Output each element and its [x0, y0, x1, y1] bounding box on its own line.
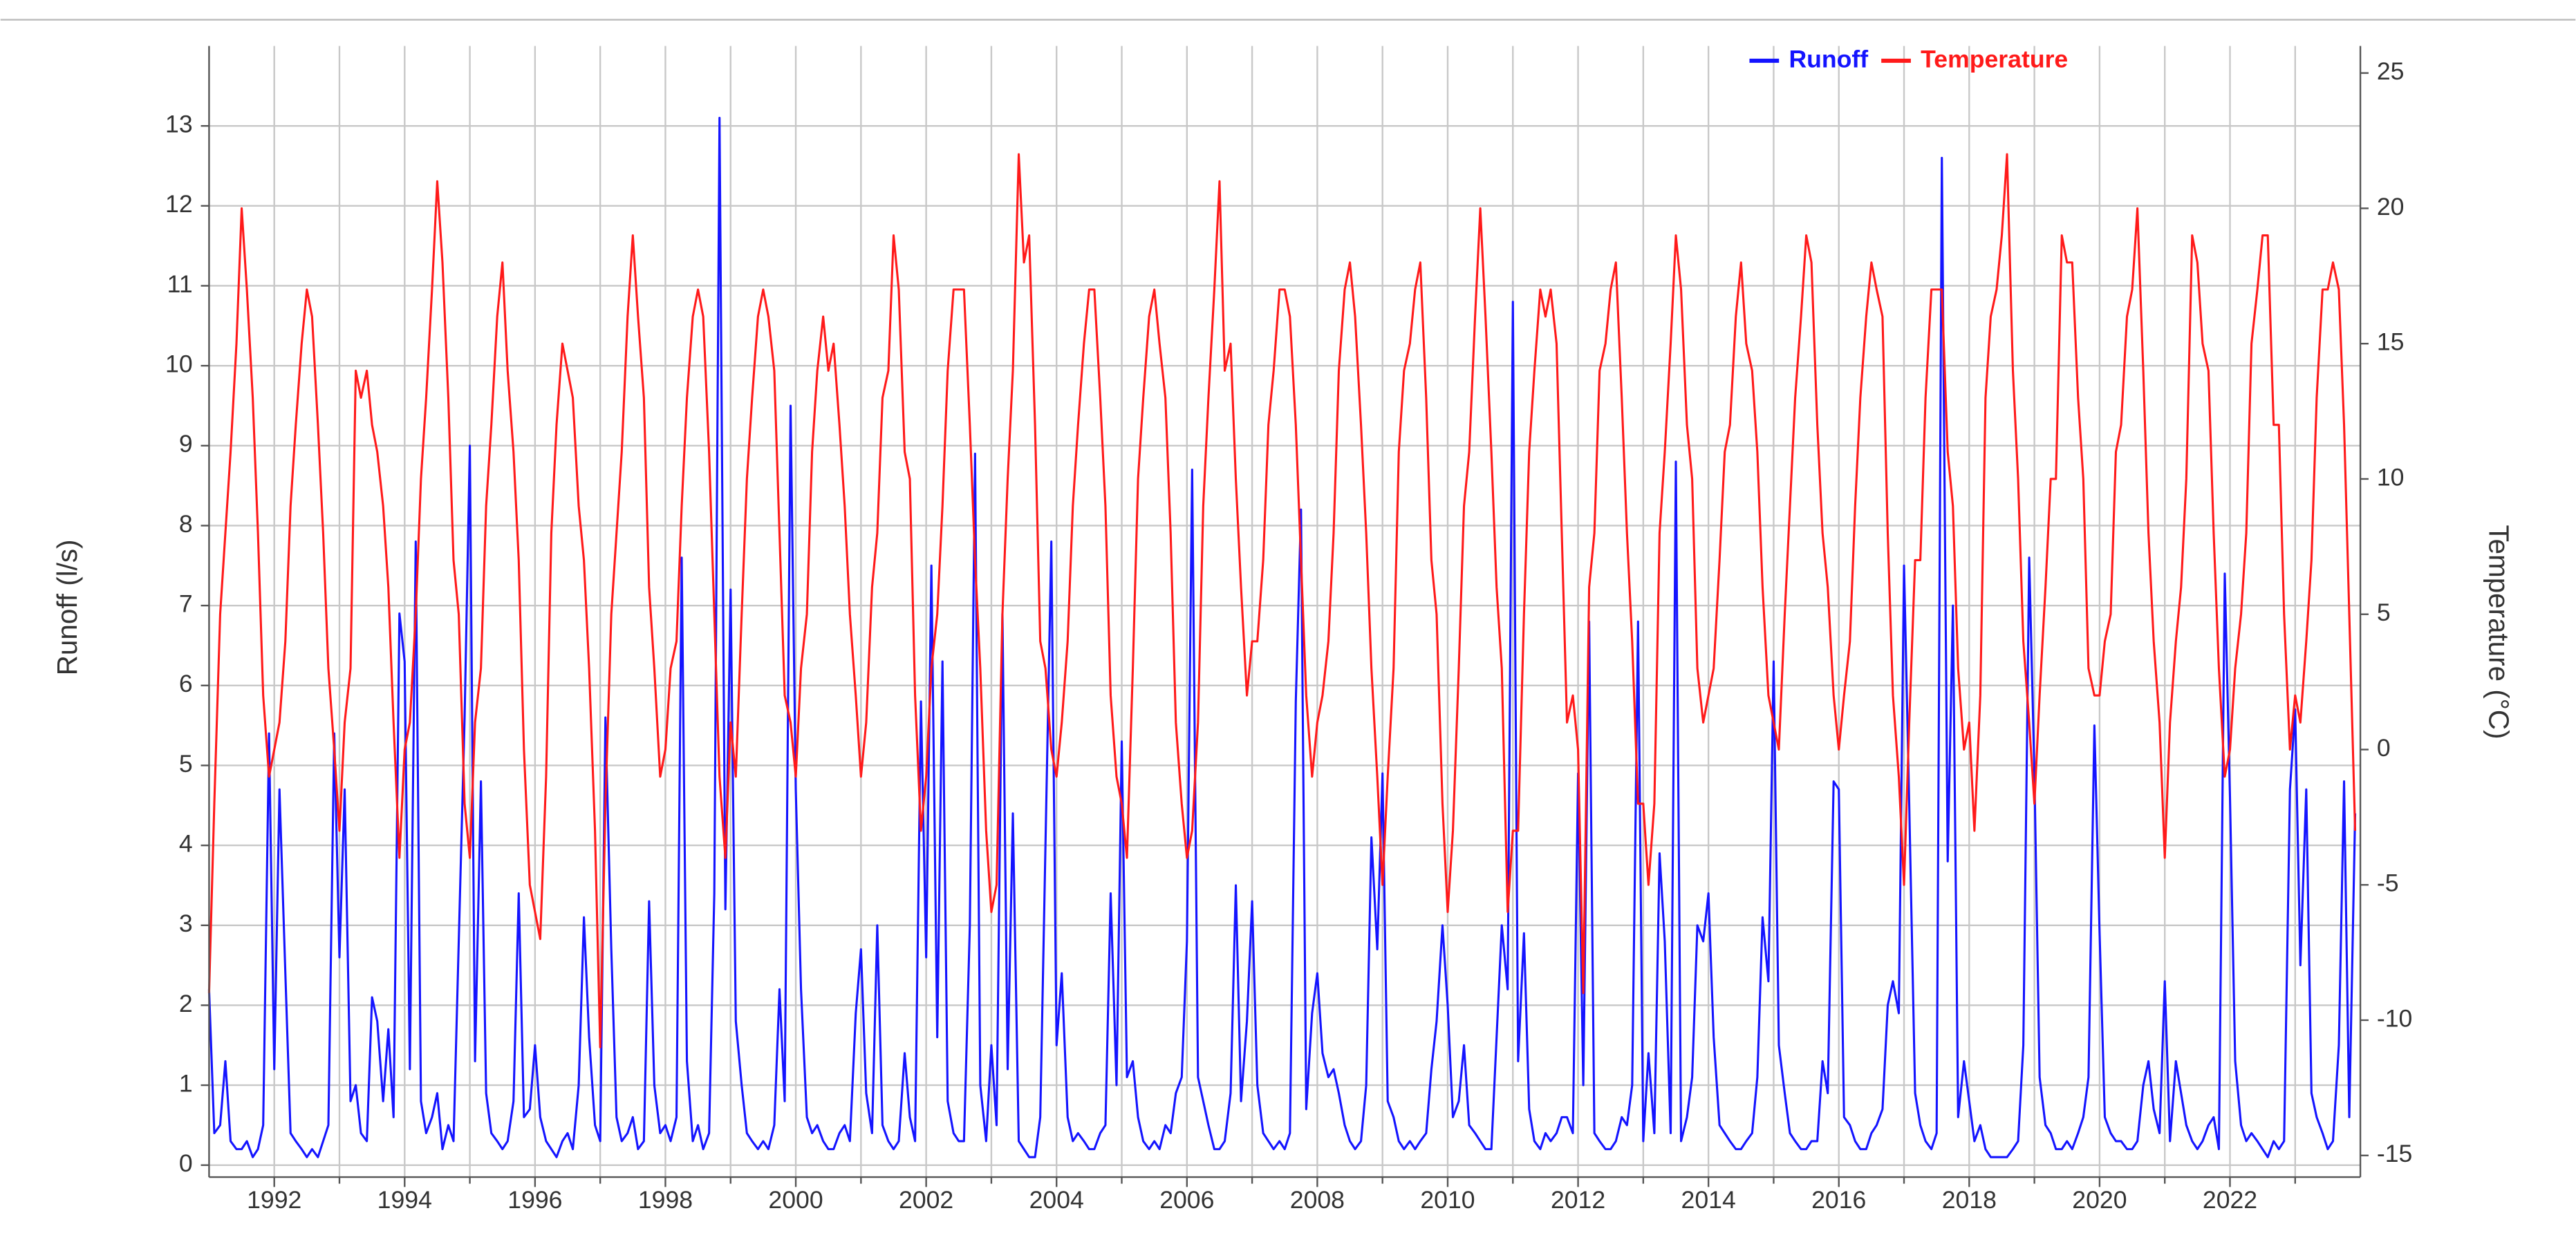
y-axis-title: Runoff (l/s)	[51, 540, 83, 676]
plot-lines	[207, 117, 2357, 1158]
y-tick-label: 2	[179, 990, 193, 1017]
legend-label: Temperature	[1921, 45, 2068, 73]
y2-tick-label: -15	[2377, 1140, 2412, 1167]
y-tick-label: 0	[179, 1149, 193, 1177]
x-tick-label: 2014	[1681, 1186, 1736, 1214]
y-tick-label: 12	[165, 190, 193, 218]
x-tick-label: 1996	[507, 1186, 562, 1214]
x-tick-label: 2004	[1029, 1186, 1084, 1214]
y-tick-label: 9	[179, 430, 193, 458]
y-tick-label: 11	[167, 270, 193, 298]
y-tick-label: 4	[179, 830, 193, 858]
legend: Runoff Temperature	[1749, 45, 2068, 73]
y-tick-label: 1	[179, 1070, 193, 1098]
y2-tick-label: -10	[2377, 1004, 2412, 1032]
x-tick-label: 2022	[2203, 1186, 2257, 1214]
y2-tick-label: -5	[2377, 869, 2399, 897]
x-tick-label: 2006	[1159, 1186, 1214, 1214]
x-tick-label: 2002	[899, 1186, 953, 1214]
y2-tick-label: 0	[2377, 734, 2391, 762]
data-line	[207, 153, 2357, 1048]
x-tick-label: 1992	[247, 1186, 301, 1214]
y2-tick-label: 25	[2377, 57, 2405, 85]
y2-axis-title: Temperature (°C)	[2483, 525, 2515, 739]
y-tick-label: 13	[165, 111, 193, 138]
y2-tick-label: 10	[2377, 463, 2405, 491]
y-tick-label: 6	[179, 670, 193, 697]
x-tick-label: 2008	[1290, 1186, 1345, 1214]
y-tick-label: 7	[179, 590, 193, 618]
y-tick-label: 5	[179, 750, 193, 778]
x-tick-label: 2020	[2072, 1186, 2127, 1214]
y2-tick-label: 15	[2377, 328, 2405, 356]
x-tick-label: 2010	[1420, 1186, 1475, 1214]
y-tick-label: 8	[179, 510, 193, 538]
y-tick-label: 3	[179, 910, 193, 937]
legend-label: Runoff	[1789, 45, 1868, 73]
x-tick-label: 1994	[377, 1186, 432, 1214]
axes: 012345678910111213-15-10-505101520251992…	[165, 46, 2412, 1214]
x-tick-label: 2012	[1551, 1186, 1605, 1214]
x-tick-label: 1998	[638, 1186, 693, 1214]
y2-tick-label: 20	[2377, 193, 2405, 220]
data-line	[207, 117, 2357, 1158]
y-tick-label: 10	[165, 350, 193, 378]
y2-tick-label: 5	[2377, 599, 2391, 626]
x-tick-label: 2016	[1811, 1186, 1866, 1214]
x-tick-label: 2000	[768, 1186, 823, 1214]
x-tick-label: 2018	[1942, 1186, 1997, 1214]
